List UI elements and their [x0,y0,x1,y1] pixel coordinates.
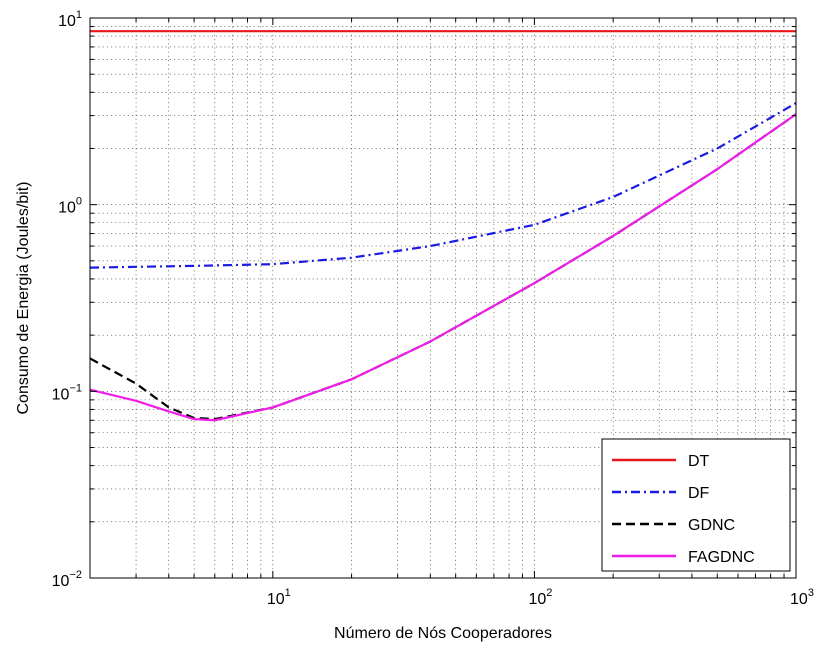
legend: DT DF GDNC FAGDNC [601,438,791,572]
plot-frame [89,17,797,579]
axis-tick-labels: 101 102 103 10−2 10−1 100 101 [52,9,814,608]
x-tick-label: 102 [528,587,552,608]
x-tick-label: 103 [790,587,814,608]
axis-ticks [90,18,796,578]
series-lines [89,30,797,422]
grid [90,18,796,578]
legend-label-fagdnc: FAGDNC [688,549,755,566]
y-tick-label: 101 [58,9,82,30]
legend-label-df: DF [688,485,710,502]
y-tick-label: 10−2 [52,569,82,590]
series-line-fagdnc [89,113,797,422]
x-axis-label: Número de Nós Cooperadores [334,625,552,642]
y-tick-label: 100 [58,196,82,217]
legend-label-dt: DT [688,453,710,470]
y-axis-label: Consumo de Energia (Joules/bit) [15,181,32,414]
y-tick-label: 10−1 [52,382,82,403]
legend-label-gdnc: GDNC [688,517,735,534]
x-tick-label: 101 [267,587,291,608]
